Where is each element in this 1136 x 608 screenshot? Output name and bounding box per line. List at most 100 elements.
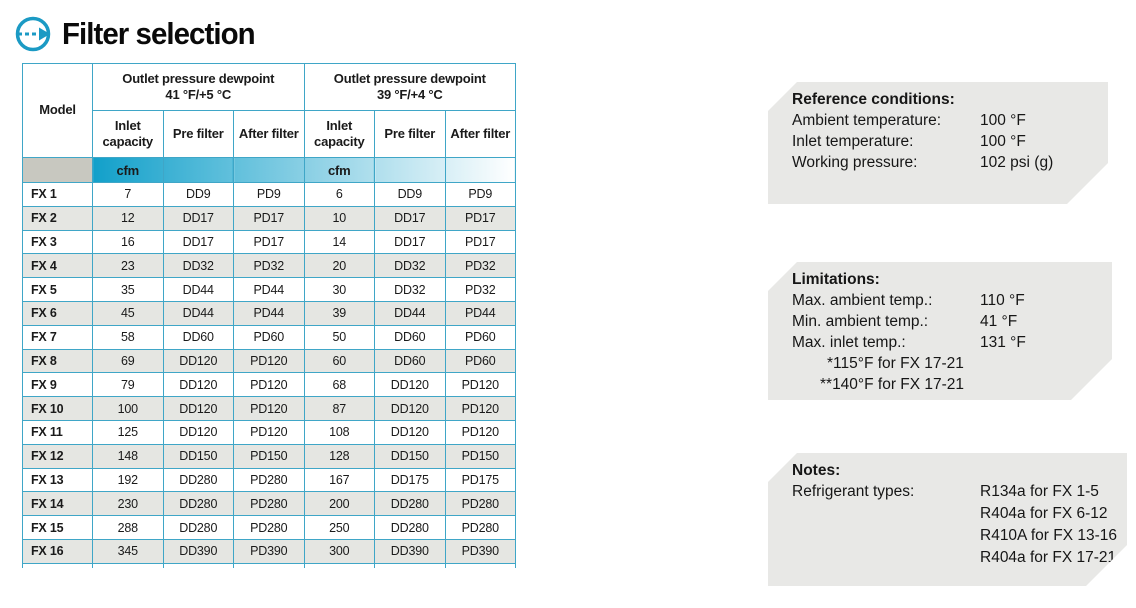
data-cell: DD280 — [162, 467, 234, 493]
data-cell: 148 — [92, 443, 164, 469]
table-row: FX 9 79 DD120 PD120 68 DD120 PD120 — [22, 372, 517, 398]
data-cell: PD44 — [233, 300, 305, 326]
col-header-inlet-capacity-2: Inlet capacity — [303, 110, 376, 158]
panel-footnote: *115°F for FX 17-21 — [827, 355, 964, 372]
panel-value-line: R404a for FX 17-21 — [980, 549, 1117, 566]
data-cell: DD17 — [374, 229, 446, 255]
panel-row: Max. inlet temp.: 131 °F — [792, 332, 1112, 353]
data-cell: DD120 — [162, 396, 234, 421]
data-cell: DD17 — [162, 205, 234, 231]
data-cell: PD120 — [444, 419, 517, 445]
data-cell: PD9 — [444, 182, 517, 207]
panel-label: Max. ambient temp.: — [792, 292, 933, 309]
data-cell: 58 — [92, 324, 164, 350]
data-cell: DD32 — [374, 253, 446, 279]
filter-table-body: FX 1 7 DD9 PD9 6 DD9 PD9 FX 2 12 DD17 PD17 10 DD17 PD… — [22, 182, 517, 569]
stub-cell — [374, 562, 446, 569]
panel-row: Inlet temperature: 100 °F — [792, 131, 1108, 152]
model-cell: FX 5 — [22, 277, 93, 302]
panel-label: Ambient temperature: — [792, 112, 942, 129]
data-cell: DD120 — [162, 419, 234, 445]
table-row: FX 11 125 DD120 PD120 108 DD120 PD120 — [22, 419, 517, 445]
data-cell: DD44 — [374, 300, 446, 326]
model-cell: FX 9 — [22, 372, 93, 398]
data-cell: 68 — [303, 372, 376, 398]
unit-cell — [233, 157, 305, 183]
model-cell: FX 11 — [22, 419, 93, 445]
panel-label: Max. inlet temp.: — [792, 334, 906, 351]
group-header-41f: Outlet pressure dewpoint 41 °F/+5 °C — [92, 63, 305, 111]
data-cell: DD120 — [374, 419, 446, 445]
data-cell: PD150 — [444, 443, 517, 469]
data-cell: DD120 — [162, 348, 234, 374]
panel-value: 100 °F — [980, 133, 1026, 150]
data-cell: DD120 — [374, 372, 446, 398]
data-cell: 50 — [303, 324, 376, 350]
stub-cell — [303, 562, 376, 569]
model-cell: FX 16 — [22, 538, 93, 564]
data-cell: DD32 — [162, 253, 234, 279]
filter-flow-icon — [15, 16, 51, 52]
stub-cell — [444, 562, 517, 569]
panel-body-0: Ambient temperature: 100 °F Inlet temperat… — [792, 110, 1108, 173]
panel-row: Min. ambient temp.: 41 °F — [792, 311, 1112, 332]
data-cell: 108 — [303, 419, 376, 445]
data-cell: DD280 — [162, 491, 234, 517]
panel-label: Inlet temperature: — [792, 133, 914, 150]
col-header-pre-filter-2: Pre filter — [374, 110, 446, 158]
data-cell: DD390 — [162, 538, 234, 564]
data-cell: PD280 — [233, 467, 305, 493]
model-cell: FX 10 — [22, 396, 93, 421]
data-cell: DD280 — [374, 515, 446, 540]
data-cell: 14 — [303, 229, 376, 255]
data-cell: DD9 — [374, 182, 446, 207]
data-cell: 300 — [303, 538, 376, 564]
data-cell: DD44 — [162, 277, 234, 302]
data-cell: PD60 — [233, 324, 305, 350]
data-cell: PD390 — [444, 538, 517, 564]
data-cell: PD44 — [444, 300, 517, 326]
reference-conditions-panel: Reference conditions: Ambient temperatur… — [768, 82, 1108, 204]
stub-cell — [92, 562, 164, 569]
panel-row: Working pressure: 102 psi (g) — [792, 152, 1108, 173]
panel-value: 100 °F — [980, 112, 1026, 129]
data-cell: PD17 — [233, 205, 305, 231]
unit-row-model-cell — [22, 157, 93, 183]
data-cell: PD120 — [233, 372, 305, 398]
data-cell: 167 — [303, 467, 376, 493]
panel-body-2: Refrigerant types: R134a for FX 1-5 R404a … — [792, 481, 1127, 569]
table-row: FX 8 69 DD120 PD120 60 DD60 PD60 — [22, 348, 517, 374]
data-cell: PD17 — [233, 229, 305, 255]
data-cell: DD390 — [374, 538, 446, 564]
unit-cell — [162, 157, 234, 183]
data-cell: DD17 — [162, 229, 234, 255]
data-cell: 16 — [92, 229, 164, 255]
panel-label: Working pressure: — [792, 154, 918, 171]
unit-cell — [374, 157, 446, 183]
data-cell: DD60 — [162, 324, 234, 350]
data-cell: 20 — [303, 253, 376, 279]
model-cell: FX 2 — [22, 205, 93, 231]
data-cell: PD17 — [444, 205, 517, 231]
panel-value: 131 °F — [980, 334, 1026, 351]
model-cell: FX 13 — [22, 467, 93, 493]
stub-cell — [22, 562, 93, 569]
model-cell: FX 4 — [22, 253, 93, 279]
table-row: FX 6 45 DD44 PD44 39 DD44 PD44 — [22, 300, 517, 326]
panel-value: 110 °F — [980, 292, 1025, 309]
panel-value: 41 °F — [980, 313, 1018, 330]
table-row: FX 16 345 DD390 PD390 300 DD390 PD390 — [22, 538, 517, 564]
data-cell: PD120 — [444, 372, 517, 398]
table-row: FX 4 23 DD32 PD32 20 DD32 PD32 — [22, 253, 517, 279]
group-header-temp: 39 °F/+4 °C — [376, 87, 443, 102]
sub-header-row: Inlet capacity Pre filter After filter I… — [23, 110, 517, 158]
notes-panel: Notes: Refrigerant types: R134a for FX 1-… — [768, 453, 1127, 586]
data-cell: DD150 — [162, 443, 234, 469]
data-cell: DD120 — [162, 372, 234, 398]
data-cell: 30 — [303, 277, 376, 302]
unit-cfm-2: cfm — [303, 157, 376, 183]
data-cell: 192 — [92, 467, 164, 493]
col-header-after-filter-2: After filter — [444, 110, 517, 158]
panel-label: Min. ambient temp.: — [792, 313, 929, 330]
